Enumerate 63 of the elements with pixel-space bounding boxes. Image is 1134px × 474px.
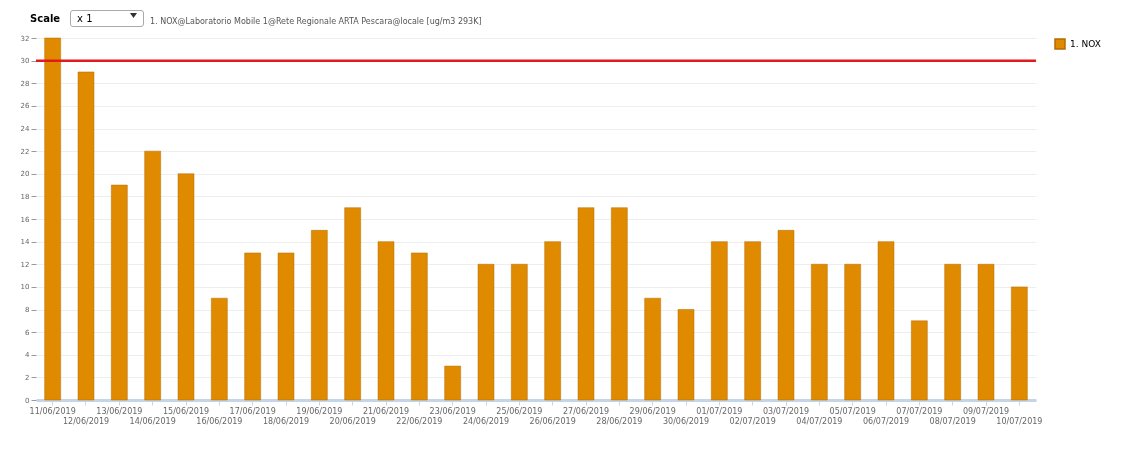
x-tick-label: 04/07/2019	[796, 416, 843, 426]
chart-title: 1. NOX@Laboratorio Mobile 1@Rete Regionale ARTA Pescara@locale [ug/m3 293K]	[150, 17, 482, 26]
x-tick-label: 13/06/2019	[96, 406, 143, 416]
x-tick-label: 09/07/2019	[962, 406, 1010, 416]
x-tick-label: 01/07/2019	[696, 406, 743, 416]
x-tick-label: 30/06/2019	[662, 416, 710, 426]
x-tick-label: 07/07/2019	[896, 406, 943, 416]
bar	[177, 173, 195, 401]
bar	[277, 252, 295, 401]
x-tick-label: 18/06/2019	[262, 416, 310, 426]
x-tick-label: 21/06/2019	[362, 406, 410, 416]
bar	[844, 264, 861, 401]
x-tick-label: 19/06/2019	[296, 406, 343, 416]
x-tick-label: 17/06/2019	[229, 406, 276, 416]
x-tick-label: 15/06/2019	[162, 406, 210, 416]
bar	[44, 37, 61, 401]
bar	[377, 241, 395, 401]
x-tick-label: 08/07/2019	[929, 416, 976, 426]
bar	[777, 230, 795, 401]
x-tick-label: 20/06/2019	[329, 416, 376, 426]
bar	[811, 264, 828, 401]
bar	[77, 71, 95, 401]
bar	[111, 184, 128, 401]
bar	[311, 230, 328, 401]
x-tick-label: 12/06/2019	[62, 416, 110, 426]
bar	[544, 241, 561, 401]
bar	[577, 207, 595, 401]
bar	[944, 264, 961, 401]
bar	[977, 264, 995, 401]
bar	[1011, 286, 1028, 401]
x-tick-label: 25/06/2019	[496, 406, 543, 416]
x-tick-label: 23/06/2019	[429, 406, 476, 416]
x-tick-label: 22/06/2019	[396, 416, 443, 426]
bar	[411, 252, 428, 401]
bar	[444, 365, 461, 401]
bar	[244, 252, 261, 401]
x-tick-label: 06/07/2019	[862, 416, 910, 426]
x-tick-label: 14/06/2019	[129, 416, 176, 426]
bar	[211, 297, 228, 401]
bar	[344, 207, 361, 401]
bar	[611, 207, 628, 401]
bar	[711, 241, 728, 401]
x-tick-label: 26/06/2019	[529, 416, 576, 426]
x-tick-label: 10/07/2019	[996, 416, 1043, 426]
legend-label: 1. NOX	[1070, 39, 1101, 49]
text: Scale	[30, 13, 61, 24]
x-tick-label: 05/07/2019	[829, 406, 876, 416]
bar	[144, 150, 161, 401]
bar	[911, 320, 928, 401]
bar	[744, 241, 761, 401]
x-tick-label: 28/06/2019	[596, 416, 643, 426]
bar	[877, 241, 895, 401]
x-tick-label: 16/06/2019	[196, 416, 243, 426]
x-tick-label: 03/07/2019	[762, 406, 810, 416]
x-tick-label: 24/06/2019	[462, 416, 510, 426]
x-tick-label: 02/07/2019	[729, 416, 776, 426]
bar	[677, 309, 695, 401]
bar	[477, 264, 495, 401]
x-tick-label: 11/06/2019	[29, 406, 76, 416]
bar	[644, 297, 661, 401]
x-tick-label: 29/06/2019	[629, 406, 676, 416]
bar	[511, 264, 528, 401]
x-tick-label: 27/06/2019	[562, 406, 610, 416]
